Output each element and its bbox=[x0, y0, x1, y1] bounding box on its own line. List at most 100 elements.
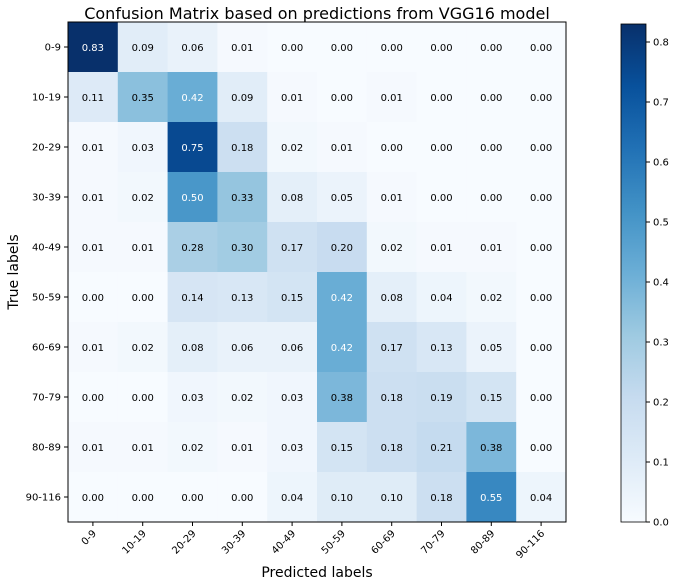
colorbar-tick-label: 0.4 bbox=[653, 278, 669, 289]
cell-value-label: 0.03 bbox=[281, 393, 303, 404]
cell-value-label: 0.00 bbox=[530, 343, 552, 354]
heatmap-cell bbox=[68, 472, 119, 523]
cell-value-label: 0.03 bbox=[281, 443, 303, 454]
heatmap-cell bbox=[366, 472, 418, 523]
heatmap-cell bbox=[416, 422, 467, 473]
cell-value-label: 0.00 bbox=[430, 93, 452, 104]
cell-value-label: 0.02 bbox=[480, 293, 502, 304]
cell-value-label: 0.03 bbox=[132, 143, 154, 154]
cell-value-label: 0.15 bbox=[331, 443, 353, 454]
heatmap-cell bbox=[117, 322, 169, 373]
cell-value-label: 0.17 bbox=[281, 243, 303, 254]
x-axis-ticks: 0-9 10-19 20-29 30-39 40-49 50-59 60-69 70-79 80… bbox=[80, 522, 547, 561]
heatmap-cell bbox=[416, 472, 467, 523]
cell-value-label: 0.00 bbox=[82, 493, 104, 504]
heatmap-cell bbox=[68, 72, 119, 123]
heatmap-cell bbox=[466, 72, 517, 123]
cell-value-label: 0.15 bbox=[281, 293, 303, 304]
heatmap-cell bbox=[267, 22, 318, 73]
cell-value-label: 0.01 bbox=[82, 143, 104, 154]
cell-value-label: 0.01 bbox=[132, 443, 154, 454]
colorbar-tick-label: 0.2 bbox=[653, 398, 669, 409]
cell-value-label: 0.00 bbox=[530, 93, 552, 104]
cell-value-label: 0.06 bbox=[181, 43, 203, 54]
heatmap-cell bbox=[466, 422, 517, 473]
cell-value-label: 0.01 bbox=[381, 193, 403, 204]
heatmap-cell bbox=[317, 22, 368, 73]
heatmap-cell bbox=[267, 222, 318, 273]
heatmap-cell bbox=[366, 422, 418, 473]
heatmap-cell bbox=[416, 322, 467, 373]
x-axis-label: Predicted labels bbox=[261, 565, 372, 581]
heatmap-cell bbox=[416, 272, 467, 323]
cell-value-label: 0.35 bbox=[132, 93, 154, 104]
cell-value-label: 0.00 bbox=[82, 393, 104, 404]
heatmap-cell bbox=[167, 22, 218, 73]
heatmap-cell bbox=[267, 172, 318, 223]
y-tick-label: 20-29 bbox=[32, 143, 61, 154]
heatmap-cell bbox=[167, 322, 218, 373]
heatmap-cell bbox=[217, 472, 268, 523]
heatmap-cell bbox=[317, 422, 368, 473]
heatmap-cell bbox=[117, 472, 169, 523]
cell-value-label: 0.04 bbox=[530, 493, 552, 504]
heatmap-cell bbox=[466, 472, 517, 523]
cell-value-label: 0.30 bbox=[231, 243, 253, 254]
heatmap-cell bbox=[516, 322, 567, 373]
cell-value-label: 0.18 bbox=[430, 493, 452, 504]
heatmap-cell bbox=[217, 372, 268, 423]
cell-value-label: 0.00 bbox=[480, 143, 502, 154]
cell-value-label: 0.00 bbox=[530, 293, 552, 304]
heatmap-cell bbox=[317, 322, 368, 373]
cell-value-label: 0.00 bbox=[530, 143, 552, 154]
colorbar: 0.0 0.1 0.2 0.3 0.4 0.5 0.6 0.7 0.8 bbox=[620, 23, 669, 529]
heatmap-cell bbox=[117, 22, 169, 73]
heatmap-cell bbox=[217, 272, 268, 323]
cell-value-label: 0.08 bbox=[381, 293, 403, 304]
heatmap-cell bbox=[466, 122, 517, 173]
colorbar-tick-label: 0.3 bbox=[653, 338, 669, 349]
cell-value-label: 0.06 bbox=[281, 343, 303, 354]
cell-value-label: 0.00 bbox=[530, 443, 552, 454]
heatmap-cell bbox=[68, 122, 119, 173]
heatmap-cell bbox=[68, 322, 119, 373]
cell-value-label: 0.01 bbox=[231, 43, 253, 54]
cell-value-label: 0.01 bbox=[381, 93, 403, 104]
heatmap-cell bbox=[117, 272, 169, 323]
heatmap-cell bbox=[267, 422, 318, 473]
heatmap-cell bbox=[366, 122, 418, 173]
heatmap-cell bbox=[117, 122, 169, 173]
cell-value-label: 0.00 bbox=[132, 493, 154, 504]
x-tick-label: 30-39 bbox=[220, 528, 248, 556]
heatmap-cell bbox=[516, 472, 567, 523]
heatmap-cell bbox=[317, 372, 368, 423]
heatmap-cells bbox=[68, 22, 567, 523]
y-tick-label: 80-89 bbox=[32, 443, 61, 454]
cell-value-label: 0.83 bbox=[82, 43, 104, 54]
heatmap-cell bbox=[167, 472, 218, 523]
heatmap-cell bbox=[117, 372, 169, 423]
heatmap-cell bbox=[366, 322, 418, 373]
heatmap-cell bbox=[317, 222, 368, 273]
heatmap-cell bbox=[516, 272, 567, 323]
cell-value-label: 0.21 bbox=[430, 443, 452, 454]
cell-value-label: 0.04 bbox=[281, 493, 303, 504]
x-tick-label: 50-59 bbox=[320, 528, 348, 556]
cell-value-label: 0.00 bbox=[331, 93, 353, 104]
heatmap-cell bbox=[516, 422, 567, 473]
cell-value-label: 0.02 bbox=[381, 243, 403, 254]
heatmap-cell bbox=[416, 222, 467, 273]
heatmap-cell bbox=[516, 122, 567, 173]
cell-value-label: 0.00 bbox=[430, 43, 452, 54]
heatmap-cell bbox=[267, 122, 318, 173]
heatmap-cell bbox=[267, 72, 318, 123]
heatmap-cell bbox=[516, 22, 567, 73]
plot-frame bbox=[67, 21, 567, 523]
heatmap-cell bbox=[167, 372, 218, 423]
x-tick-label: 40-49 bbox=[270, 528, 298, 556]
heatmap-cell bbox=[167, 122, 218, 173]
cell-value-label: 0.11 bbox=[82, 93, 104, 104]
cell-value-label: 0.00 bbox=[231, 493, 253, 504]
cell-value-label: 0.00 bbox=[480, 43, 502, 54]
cell-value-label: 0.10 bbox=[381, 493, 403, 504]
